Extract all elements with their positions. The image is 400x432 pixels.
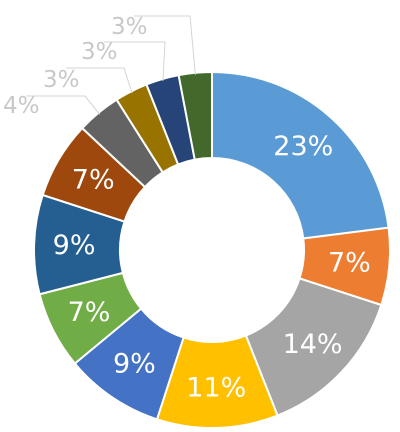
slice-label-1: 23% (273, 131, 333, 162)
slice-label-4: 11% (186, 372, 246, 403)
leader-line-11 (104, 41, 166, 82)
slice-label-3: 14% (283, 329, 343, 360)
donut-slices (33, 70, 391, 429)
slice-label-9: 4% (3, 93, 40, 119)
slice-label-5: 9% (113, 349, 156, 380)
leader-line-10 (66, 67, 133, 94)
donut-slice-1 (211, 70, 390, 240)
slice-label-11: 3% (81, 39, 118, 65)
slice-label-10: 3% (43, 67, 80, 93)
slice-label-2: 7% (328, 248, 371, 279)
donut-slice-12 (177, 70, 213, 161)
leader-line-12 (134, 15, 196, 75)
slice-labels: 23%7%14%11%9%7%9%7%4%3%3%3% (3, 14, 371, 403)
leader-line-9 (26, 95, 101, 115)
slice-label-6: 7% (68, 297, 111, 328)
slice-label-8: 7% (72, 164, 115, 195)
leader-lines (26, 15, 196, 115)
slice-label-7: 9% (53, 230, 96, 261)
slice-label-12: 3% (111, 14, 148, 40)
